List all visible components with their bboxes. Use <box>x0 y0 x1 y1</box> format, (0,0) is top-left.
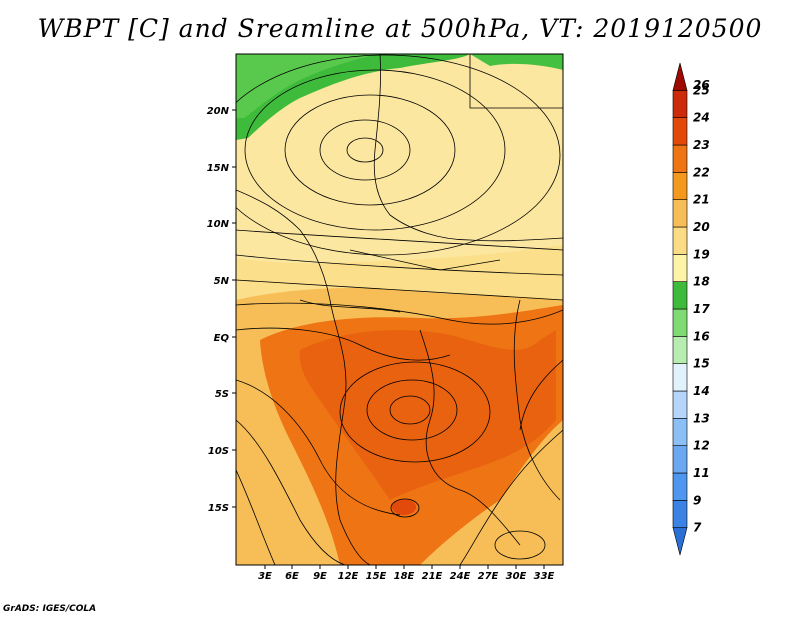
svg-text:21E: 21E <box>422 571 443 582</box>
colorbar-swatch <box>672 527 688 556</box>
colorbar-label: 14 <box>693 384 710 398</box>
colorbar-swatch <box>672 90 688 118</box>
colorbar-label: 19 <box>693 247 710 261</box>
lon-tick: 33E <box>534 565 555 582</box>
lon-tick: 24E <box>450 565 471 582</box>
svg-text:5S: 5S <box>215 389 229 400</box>
lat-tick: 5S <box>215 389 236 400</box>
colorbar-label: 22 <box>693 165 710 179</box>
field-hot-core <box>299 330 556 500</box>
lat-tick: 10N <box>207 219 236 230</box>
svg-text:15N: 15N <box>207 163 230 174</box>
svg-text:9E: 9E <box>313 571 327 582</box>
colorbar-swatch <box>672 308 688 337</box>
lat-tick: 10S <box>208 446 236 457</box>
svg-text:EQ: EQ <box>214 333 230 344</box>
svg-text:18E: 18E <box>394 571 415 582</box>
svg-text:20N: 20N <box>207 106 230 117</box>
colorbar-label: 18 <box>693 275 710 289</box>
lat-tick: EQ <box>214 333 236 344</box>
lon-tick: 15E <box>366 565 387 582</box>
colorbar-label: 25 <box>693 83 710 97</box>
streamlines <box>236 54 563 565</box>
svg-text:24E: 24E <box>450 571 471 582</box>
grads-credit: GrADS: IGES/COLA <box>3 604 97 614</box>
colorbar-label: 13 <box>693 411 710 425</box>
colorbar-swatch <box>672 418 688 446</box>
colorbar-swatch <box>672 199 688 228</box>
svg-text:6E: 6E <box>285 571 299 582</box>
colorbar-label: 20 <box>693 220 710 234</box>
lon-axis: 3E 6E 9E 12E 15E 18E 21E 24E 27E 30E 33E <box>258 565 555 582</box>
colorbar-swatch <box>672 472 688 501</box>
svg-text:15S: 15S <box>208 503 229 514</box>
colorbar-label: 26 <box>693 78 710 92</box>
colorbar-swatch <box>672 117 688 146</box>
lon-tick: 12E <box>338 565 359 582</box>
colorbar-label: 17 <box>693 302 710 316</box>
colorbar-swatch <box>672 336 688 364</box>
svg-text:27E: 27E <box>478 571 499 582</box>
colorbar-swatch <box>672 144 688 173</box>
svg-text:15E: 15E <box>366 571 387 582</box>
colorbar-swatch <box>672 172 688 200</box>
lon-tick: 21E <box>422 565 443 582</box>
colorbar-label: 12 <box>693 439 710 453</box>
lat-tick: 15N <box>207 163 236 174</box>
svg-text:5N: 5N <box>214 276 230 287</box>
map-frame <box>235 53 564 566</box>
lon-tick: 9E <box>313 565 327 582</box>
lon-tick: 30E <box>506 565 527 582</box>
colorbar-swatch <box>672 62 688 91</box>
map-field <box>236 54 563 565</box>
svg-text:10N: 10N <box>207 219 230 230</box>
colorbar-swatch <box>672 281 688 310</box>
lat-axis: 20N 15N 10N 5N EQ 5S 10S 15S <box>207 106 236 514</box>
lat-tick: 5N <box>214 276 236 287</box>
lon-tick: 27E <box>478 565 499 582</box>
colorbar-label: 15 <box>693 357 710 371</box>
colorbar-label: 16 <box>693 329 710 343</box>
coast-borders <box>236 54 563 565</box>
colorbar-swatch <box>672 254 688 282</box>
colorbar-swatch <box>672 390 688 419</box>
colorbar-label: 23 <box>693 138 710 152</box>
colorbar-label: 7 <box>693 521 702 535</box>
svg-text:12E: 12E <box>338 571 359 582</box>
svg-text:10S: 10S <box>208 446 229 457</box>
field-hot-spot <box>392 499 416 515</box>
colorbar-swatch <box>672 445 688 474</box>
colorbar-swatch <box>672 500 688 528</box>
colorbar-label: 21 <box>693 193 710 207</box>
lat-tick: 15S <box>208 503 236 514</box>
map-title: WBPT [C] and Sreamline at 500hPa, VT: 20… <box>37 14 763 43</box>
lat-tick: 20N <box>207 106 236 117</box>
colorbar-label: 24 <box>693 111 710 125</box>
svg-text:30E: 30E <box>506 571 527 582</box>
field-green-core <box>236 54 380 118</box>
svg-text:33E: 33E <box>534 571 555 582</box>
colorbar-label: 11 <box>693 466 710 480</box>
svg-text:3E: 3E <box>258 571 272 582</box>
colorbar-swatch <box>672 226 688 255</box>
lon-tick: 18E <box>394 565 415 582</box>
field-green-ne <box>470 54 563 70</box>
lon-tick: 6E <box>285 565 299 582</box>
colorbar-label: 9 <box>693 493 701 507</box>
colorbar-swatch <box>672 363 688 392</box>
lon-tick: 3E <box>258 565 272 582</box>
